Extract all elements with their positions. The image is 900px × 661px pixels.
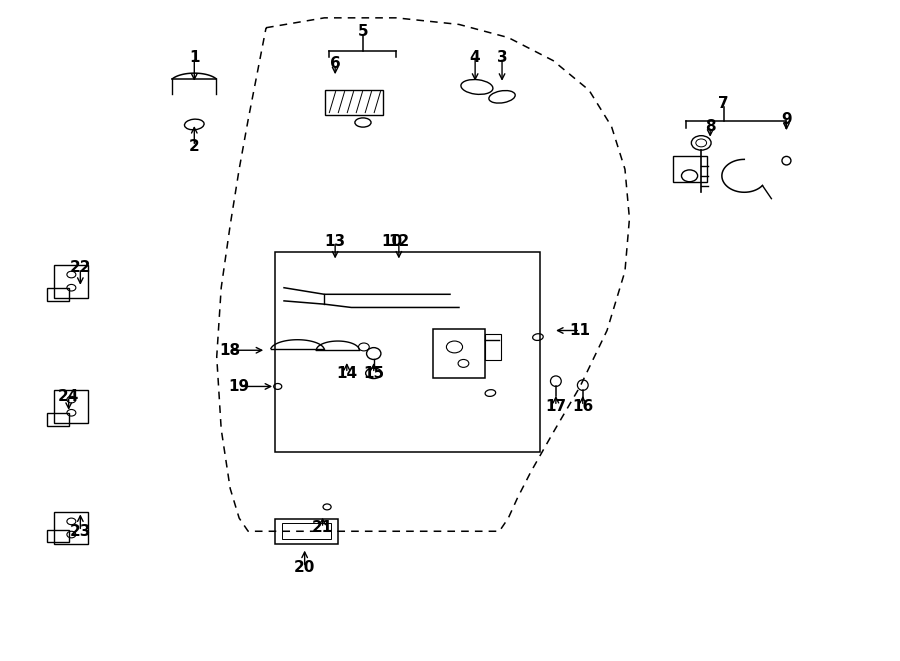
Bar (47, 288, 69, 301)
Bar (275, 519, 338, 544)
Text: 7: 7 (718, 96, 729, 111)
Bar (47, 530, 69, 542)
Text: 22: 22 (69, 260, 91, 276)
Bar (485, 334, 501, 360)
Text: 13: 13 (325, 234, 346, 249)
Bar (275, 252, 540, 452)
Text: 2: 2 (189, 139, 200, 154)
Text: 10: 10 (381, 234, 402, 249)
Text: 5: 5 (357, 24, 368, 38)
Bar (282, 524, 331, 539)
Text: 11: 11 (570, 323, 590, 338)
Text: 1: 1 (189, 50, 200, 65)
Bar (433, 329, 485, 378)
Text: 8: 8 (705, 119, 716, 134)
Text: 23: 23 (69, 524, 91, 539)
Bar (325, 90, 383, 114)
Text: 15: 15 (364, 366, 384, 381)
Text: 17: 17 (545, 399, 566, 414)
Text: 9: 9 (781, 112, 792, 128)
Text: 19: 19 (229, 379, 249, 394)
Bar (54, 390, 88, 422)
Text: 16: 16 (572, 399, 593, 414)
Text: 6: 6 (329, 56, 340, 71)
Text: 24: 24 (58, 389, 79, 404)
Text: 14: 14 (337, 366, 357, 381)
Text: 20: 20 (294, 560, 315, 575)
Text: 21: 21 (312, 520, 333, 535)
Text: 12: 12 (388, 234, 410, 249)
Bar (54, 512, 88, 544)
Bar (54, 264, 88, 297)
Text: 4: 4 (470, 50, 481, 65)
Bar (47, 412, 69, 426)
Text: 18: 18 (220, 343, 240, 358)
Bar (672, 156, 706, 182)
Text: 3: 3 (497, 50, 508, 65)
